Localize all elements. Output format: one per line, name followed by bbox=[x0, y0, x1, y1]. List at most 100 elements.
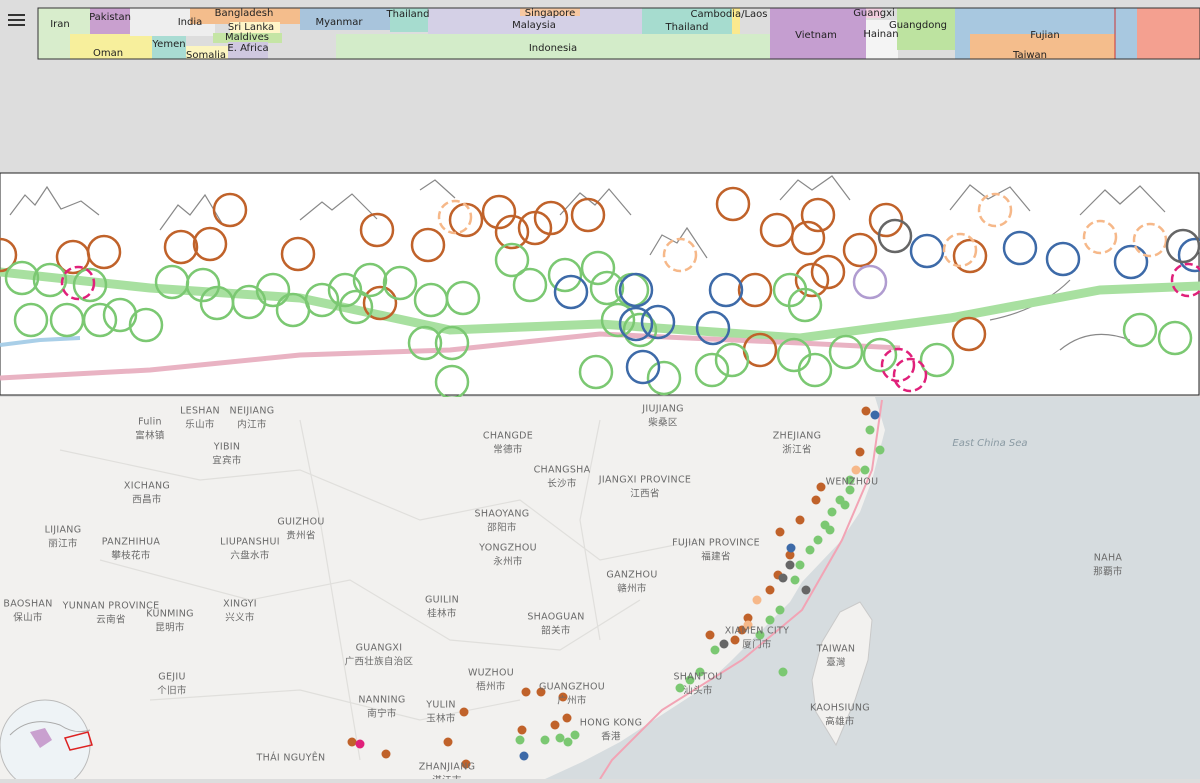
place-dot[interactable] bbox=[860, 465, 870, 475]
place-marker[interactable] bbox=[4, 260, 40, 296]
region-block[interactable] bbox=[642, 8, 732, 34]
place-dot[interactable] bbox=[752, 595, 762, 605]
place-marker[interactable] bbox=[163, 229, 199, 265]
place-dot[interactable] bbox=[845, 475, 855, 485]
place-marker[interactable] bbox=[1002, 230, 1038, 266]
place-dot[interactable] bbox=[813, 535, 823, 545]
place-marker[interactable] bbox=[714, 342, 750, 378]
region-block[interactable] bbox=[300, 8, 390, 30]
place-marker[interactable] bbox=[842, 232, 878, 268]
place-dot[interactable] bbox=[870, 410, 880, 420]
place-marker[interactable] bbox=[82, 302, 118, 338]
place-dot[interactable] bbox=[786, 543, 796, 553]
region-label[interactable]: Fujian bbox=[1030, 30, 1060, 41]
place-dot[interactable] bbox=[550, 720, 560, 730]
place-dot[interactable] bbox=[521, 687, 531, 697]
place-dot[interactable] bbox=[719, 639, 729, 649]
region-block[interactable] bbox=[152, 36, 186, 59]
place-marker[interactable] bbox=[304, 282, 340, 318]
region-label[interactable]: Yemen bbox=[151, 39, 185, 50]
place-dot[interactable] bbox=[755, 630, 765, 640]
place-marker[interactable] bbox=[352, 262, 388, 298]
region-label[interactable]: Hainan bbox=[863, 29, 898, 40]
place-marker[interactable] bbox=[60, 265, 96, 301]
region-label[interactable]: E. Africa bbox=[227, 43, 268, 54]
place-marker[interactable] bbox=[437, 199, 473, 235]
place-dot[interactable] bbox=[795, 560, 805, 570]
region-block[interactable] bbox=[897, 8, 955, 50]
place-dot[interactable] bbox=[778, 667, 788, 677]
place-marker[interactable] bbox=[589, 270, 625, 306]
place-dot[interactable] bbox=[840, 500, 850, 510]
region-label[interactable]: Singapore bbox=[525, 8, 575, 19]
region-block[interactable] bbox=[90, 8, 130, 34]
place-dot[interactable] bbox=[805, 545, 815, 555]
place-marker[interactable] bbox=[362, 285, 398, 321]
place-dot[interactable] bbox=[705, 630, 715, 640]
region-block[interactable] bbox=[866, 8, 882, 18]
region-block[interactable] bbox=[1137, 8, 1200, 59]
place-dot[interactable] bbox=[795, 515, 805, 525]
place-marker[interactable] bbox=[662, 237, 698, 273]
place-marker[interactable] bbox=[868, 202, 904, 238]
map[interactable]: East China Sea LESHAN 乐山市 NEIJIANG 内江市 Fulin 富… bbox=[0, 397, 1200, 783]
region-label[interactable]: Guangxi bbox=[853, 8, 895, 19]
place-dot[interactable] bbox=[827, 507, 837, 517]
region-block[interactable] bbox=[866, 20, 898, 59]
inset-globe[interactable] bbox=[0, 699, 93, 783]
place-marker[interactable] bbox=[212, 192, 248, 228]
region-label[interactable]: Thailand bbox=[665, 22, 709, 33]
region-block[interactable] bbox=[230, 22, 280, 34]
region-label[interactable]: Sri Lanka bbox=[228, 22, 274, 33]
region-block[interactable] bbox=[70, 34, 152, 59]
place-dot[interactable] bbox=[861, 406, 871, 416]
region-block[interactable] bbox=[732, 8, 740, 34]
place-marker[interactable] bbox=[185, 267, 221, 303]
place-marker[interactable] bbox=[1157, 320, 1193, 356]
place-dot[interactable] bbox=[865, 425, 875, 435]
region-block[interactable] bbox=[520, 8, 580, 16]
place-dot[interactable] bbox=[775, 605, 785, 615]
place-dot[interactable] bbox=[790, 575, 800, 585]
place-marker[interactable] bbox=[255, 272, 291, 308]
place-marker[interactable] bbox=[800, 197, 836, 233]
place-marker[interactable] bbox=[852, 264, 888, 300]
place-marker[interactable] bbox=[942, 232, 978, 268]
place-marker[interactable] bbox=[494, 214, 530, 250]
place-marker[interactable] bbox=[32, 262, 68, 298]
place-dot[interactable] bbox=[443, 737, 453, 747]
region-block[interactable] bbox=[213, 33, 282, 43]
region-block[interactable] bbox=[770, 8, 866, 59]
place-marker[interactable] bbox=[640, 304, 676, 340]
place-marker[interactable] bbox=[1170, 262, 1200, 298]
place-marker[interactable] bbox=[128, 307, 164, 343]
place-marker[interactable] bbox=[794, 262, 830, 298]
place-marker[interactable] bbox=[231, 284, 267, 320]
place-dot[interactable] bbox=[875, 445, 885, 455]
place-dot[interactable] bbox=[519, 751, 529, 761]
place-dot[interactable] bbox=[355, 739, 365, 749]
region-label[interactable]: Pakistan bbox=[89, 12, 131, 23]
place-marker[interactable] bbox=[708, 272, 744, 308]
place-dot[interactable] bbox=[347, 737, 357, 747]
place-dot[interactable] bbox=[775, 527, 785, 537]
place-marker[interactable] bbox=[533, 200, 569, 236]
place-dot[interactable] bbox=[845, 485, 855, 495]
place-marker[interactable] bbox=[1045, 241, 1081, 277]
place-marker[interactable] bbox=[695, 310, 731, 346]
place-dot[interactable] bbox=[855, 447, 865, 457]
place-marker[interactable] bbox=[512, 267, 548, 303]
place-marker[interactable] bbox=[1177, 237, 1200, 273]
place-dot[interactable] bbox=[517, 725, 527, 735]
region-label[interactable]: Bangladesh bbox=[215, 8, 274, 19]
place-marker[interactable] bbox=[892, 357, 928, 393]
place-marker[interactable] bbox=[600, 302, 636, 338]
place-marker[interactable] bbox=[580, 250, 616, 286]
place-marker[interactable] bbox=[694, 352, 730, 388]
region-label[interactable]: Maldives bbox=[225, 32, 269, 43]
region-label[interactable]: Taiwan bbox=[1012, 50, 1047, 61]
place-marker[interactable] bbox=[880, 347, 916, 383]
place-marker[interactable] bbox=[72, 267, 108, 303]
place-dot[interactable] bbox=[685, 675, 695, 685]
region-block[interactable] bbox=[228, 42, 268, 59]
